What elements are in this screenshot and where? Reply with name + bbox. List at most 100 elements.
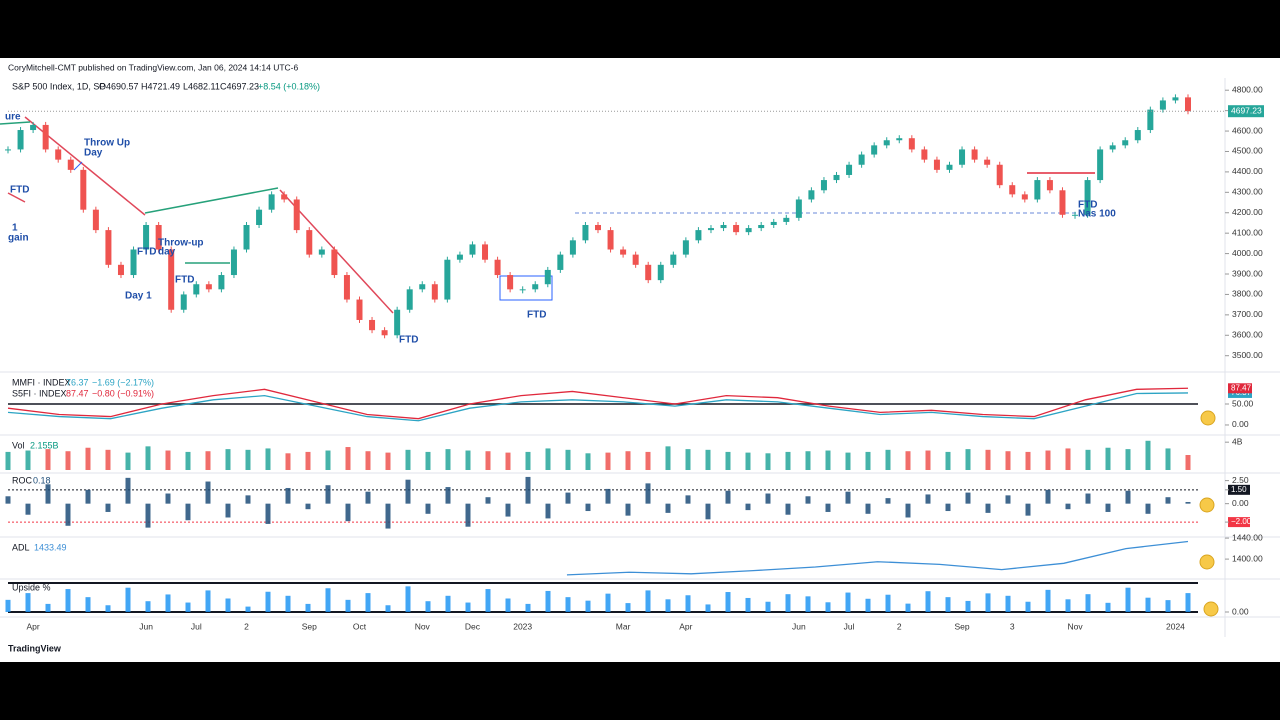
- bar: [585, 453, 591, 470]
- bar: [165, 594, 171, 612]
- bar: [5, 599, 11, 612]
- value-badge-label: 87.47: [1231, 383, 1252, 392]
- candle: [343, 275, 350, 300]
- x-tick-label: Jul: [844, 621, 855, 631]
- candle: [394, 309, 401, 336]
- bar: [45, 603, 51, 612]
- bar: [1085, 493, 1091, 504]
- candle: [846, 164, 853, 175]
- candle: [1021, 194, 1028, 200]
- candle: [218, 275, 225, 290]
- y-tick-label: 1440.00: [1232, 532, 1263, 542]
- candle: [117, 264, 124, 276]
- value-badge: [1228, 383, 1252, 394]
- bar: [385, 503, 391, 529]
- bar: [985, 593, 991, 612]
- bar: [1125, 587, 1131, 612]
- bar: [745, 597, 751, 612]
- bar: [1185, 593, 1191, 612]
- bar: [925, 494, 931, 504]
- bar: [565, 449, 571, 470]
- candle: [155, 225, 162, 250]
- candle: [143, 225, 150, 250]
- candle: [720, 225, 727, 229]
- candle: [293, 199, 300, 231]
- annotation: FTD: [175, 275, 194, 286]
- bar: [985, 449, 991, 470]
- candle: [268, 194, 275, 210]
- bar: [1045, 489, 1051, 504]
- candle: [1046, 180, 1053, 191]
- candle: [193, 284, 200, 295]
- bar: [805, 451, 811, 470]
- x-tick-label: Jun: [792, 621, 806, 631]
- last-price-label: 4697.23: [1231, 105, 1262, 115]
- bar: [1125, 490, 1131, 504]
- y-tick-label: 4400.00: [1232, 166, 1263, 176]
- candle: [5, 149, 11, 151]
- candle: [770, 221, 777, 225]
- bar: [565, 492, 571, 504]
- bar: [625, 603, 631, 612]
- series-line: [7, 392, 1189, 422]
- bar: [425, 601, 431, 612]
- bar: [65, 503, 71, 526]
- candle: [820, 180, 827, 191]
- bar: [665, 446, 671, 470]
- bar: [485, 451, 491, 470]
- bar: [465, 450, 471, 470]
- bar: [525, 603, 531, 612]
- candle: [645, 264, 652, 281]
- candle: [306, 230, 313, 255]
- bar: [105, 605, 111, 612]
- candle: [670, 254, 677, 265]
- y-tick-label: −2.00: [1231, 517, 1252, 526]
- close: C4697.23: [220, 81, 259, 91]
- bar: [445, 487, 451, 504]
- y-tick-label: 3500.00: [1232, 350, 1263, 360]
- bar: [925, 450, 931, 470]
- candle: [544, 269, 551, 285]
- bar: [505, 598, 511, 612]
- bar: [825, 602, 831, 612]
- bar: [885, 498, 891, 504]
- bar: [625, 451, 631, 470]
- bar: [65, 589, 71, 612]
- last-price-badge: [1228, 105, 1264, 118]
- bar: [905, 503, 911, 518]
- candle: [507, 275, 514, 290]
- candle: [632, 254, 639, 265]
- candle: [733, 225, 740, 233]
- annotation: gain: [8, 233, 29, 244]
- candle: [67, 159, 74, 170]
- y-tick-label: 3800.00: [1232, 289, 1263, 299]
- y-tick-label: 4500.00: [1232, 146, 1263, 156]
- bar: [1045, 450, 1051, 470]
- candle: [17, 130, 24, 150]
- candle: [1109, 145, 1116, 150]
- bar: [25, 450, 31, 470]
- bar: [65, 451, 71, 470]
- bar: [1025, 601, 1031, 612]
- annotation: FTD: [10, 185, 29, 196]
- bar: [285, 595, 291, 612]
- candle: [381, 330, 388, 336]
- bar: [905, 451, 911, 470]
- bar: [185, 451, 191, 470]
- bar: [665, 599, 671, 612]
- bar: [945, 597, 951, 612]
- bar: [265, 448, 271, 470]
- bar: [5, 451, 11, 470]
- bar: [405, 479, 411, 504]
- y-tick-label: 4800.00: [1232, 84, 1263, 94]
- bar: [85, 597, 91, 612]
- candle: [369, 319, 376, 331]
- y-tick-label: 4200.00: [1232, 207, 1263, 217]
- bar: [965, 492, 971, 504]
- bar: [865, 503, 871, 514]
- bar: [365, 451, 371, 470]
- candle: [795, 199, 802, 218]
- bar: [45, 449, 51, 470]
- legend-name: Vol: [12, 440, 25, 450]
